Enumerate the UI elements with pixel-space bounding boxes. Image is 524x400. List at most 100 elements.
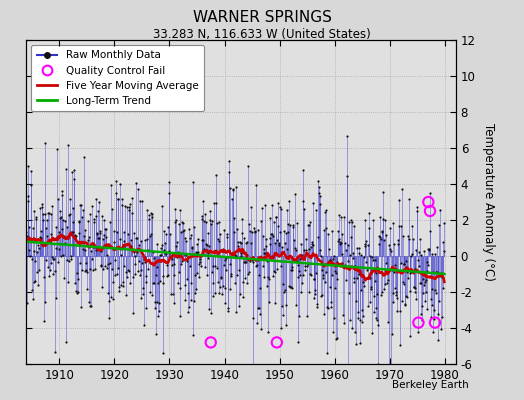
Point — [322, 206, 330, 213]
Point — [365, 210, 373, 217]
Point — [372, 315, 380, 322]
Point — [414, 263, 423, 270]
Point — [133, 249, 141, 255]
Point — [93, 230, 102, 237]
Point — [419, 290, 427, 296]
Point — [370, 278, 379, 285]
Point — [253, 320, 261, 327]
Point — [440, 219, 449, 226]
Point — [313, 301, 321, 307]
Point — [430, 306, 439, 313]
Point — [272, 339, 281, 346]
Point — [399, 233, 407, 239]
Point — [84, 237, 92, 243]
Point — [434, 336, 443, 343]
Point — [113, 271, 121, 277]
Point — [227, 272, 235, 279]
Point — [130, 230, 138, 236]
Point — [80, 227, 89, 233]
Point — [256, 310, 264, 317]
Point — [367, 286, 375, 292]
Point — [230, 228, 238, 235]
Point — [334, 228, 342, 234]
Point — [122, 269, 130, 276]
Point — [32, 249, 41, 255]
Point — [148, 292, 157, 298]
Point — [356, 340, 365, 346]
Point — [376, 236, 385, 242]
Point — [438, 273, 446, 280]
Point — [185, 262, 194, 269]
Point — [331, 268, 340, 274]
Point — [132, 252, 140, 259]
Point — [132, 234, 140, 241]
Point — [301, 262, 310, 269]
Point — [161, 251, 170, 258]
Point — [435, 207, 444, 213]
Point — [286, 222, 294, 228]
Point — [342, 247, 351, 253]
Point — [401, 302, 410, 308]
Point — [427, 314, 435, 320]
Point — [265, 276, 273, 282]
Point — [417, 279, 425, 286]
Point — [95, 228, 104, 234]
Point — [206, 339, 215, 346]
Point — [257, 326, 265, 332]
Point — [198, 216, 206, 222]
Point — [171, 206, 180, 213]
Point — [241, 258, 249, 265]
Point — [39, 216, 47, 223]
Point — [92, 212, 100, 219]
Point — [435, 298, 443, 304]
Point — [291, 302, 300, 308]
Point — [141, 305, 150, 312]
Point — [191, 249, 200, 255]
Point — [143, 206, 151, 213]
Point — [386, 246, 395, 252]
Point — [142, 278, 150, 285]
Point — [396, 308, 405, 314]
Point — [264, 274, 272, 280]
Point — [47, 230, 55, 237]
Point — [67, 255, 75, 262]
Point — [414, 329, 422, 335]
Point — [179, 228, 187, 234]
Point — [110, 239, 118, 246]
Point — [208, 218, 216, 225]
Point — [226, 261, 235, 267]
Point — [38, 204, 46, 210]
Point — [369, 293, 378, 299]
Point — [368, 330, 376, 336]
Point — [349, 255, 357, 262]
Point — [148, 214, 156, 220]
Point — [304, 222, 313, 228]
Point — [69, 204, 78, 211]
Point — [284, 228, 292, 235]
Point — [265, 234, 274, 241]
Point — [372, 305, 380, 312]
Point — [188, 244, 196, 250]
Point — [139, 291, 147, 298]
Point — [78, 267, 86, 273]
Point — [287, 267, 295, 273]
Point — [97, 263, 105, 269]
Point — [210, 200, 219, 206]
Y-axis label: Temperature Anomaly (°C): Temperature Anomaly (°C) — [482, 123, 495, 281]
Point — [165, 248, 173, 254]
Point — [308, 241, 316, 247]
Point — [172, 242, 180, 249]
Point — [126, 201, 134, 207]
Point — [170, 300, 178, 306]
Point — [105, 315, 114, 321]
Point — [144, 246, 152, 253]
Point — [398, 279, 407, 285]
Point — [125, 207, 133, 214]
Point — [40, 299, 49, 305]
Point — [260, 274, 269, 280]
Point — [309, 242, 318, 248]
Point — [294, 262, 303, 268]
Point — [412, 246, 421, 253]
Point — [239, 279, 247, 285]
Point — [257, 218, 266, 224]
